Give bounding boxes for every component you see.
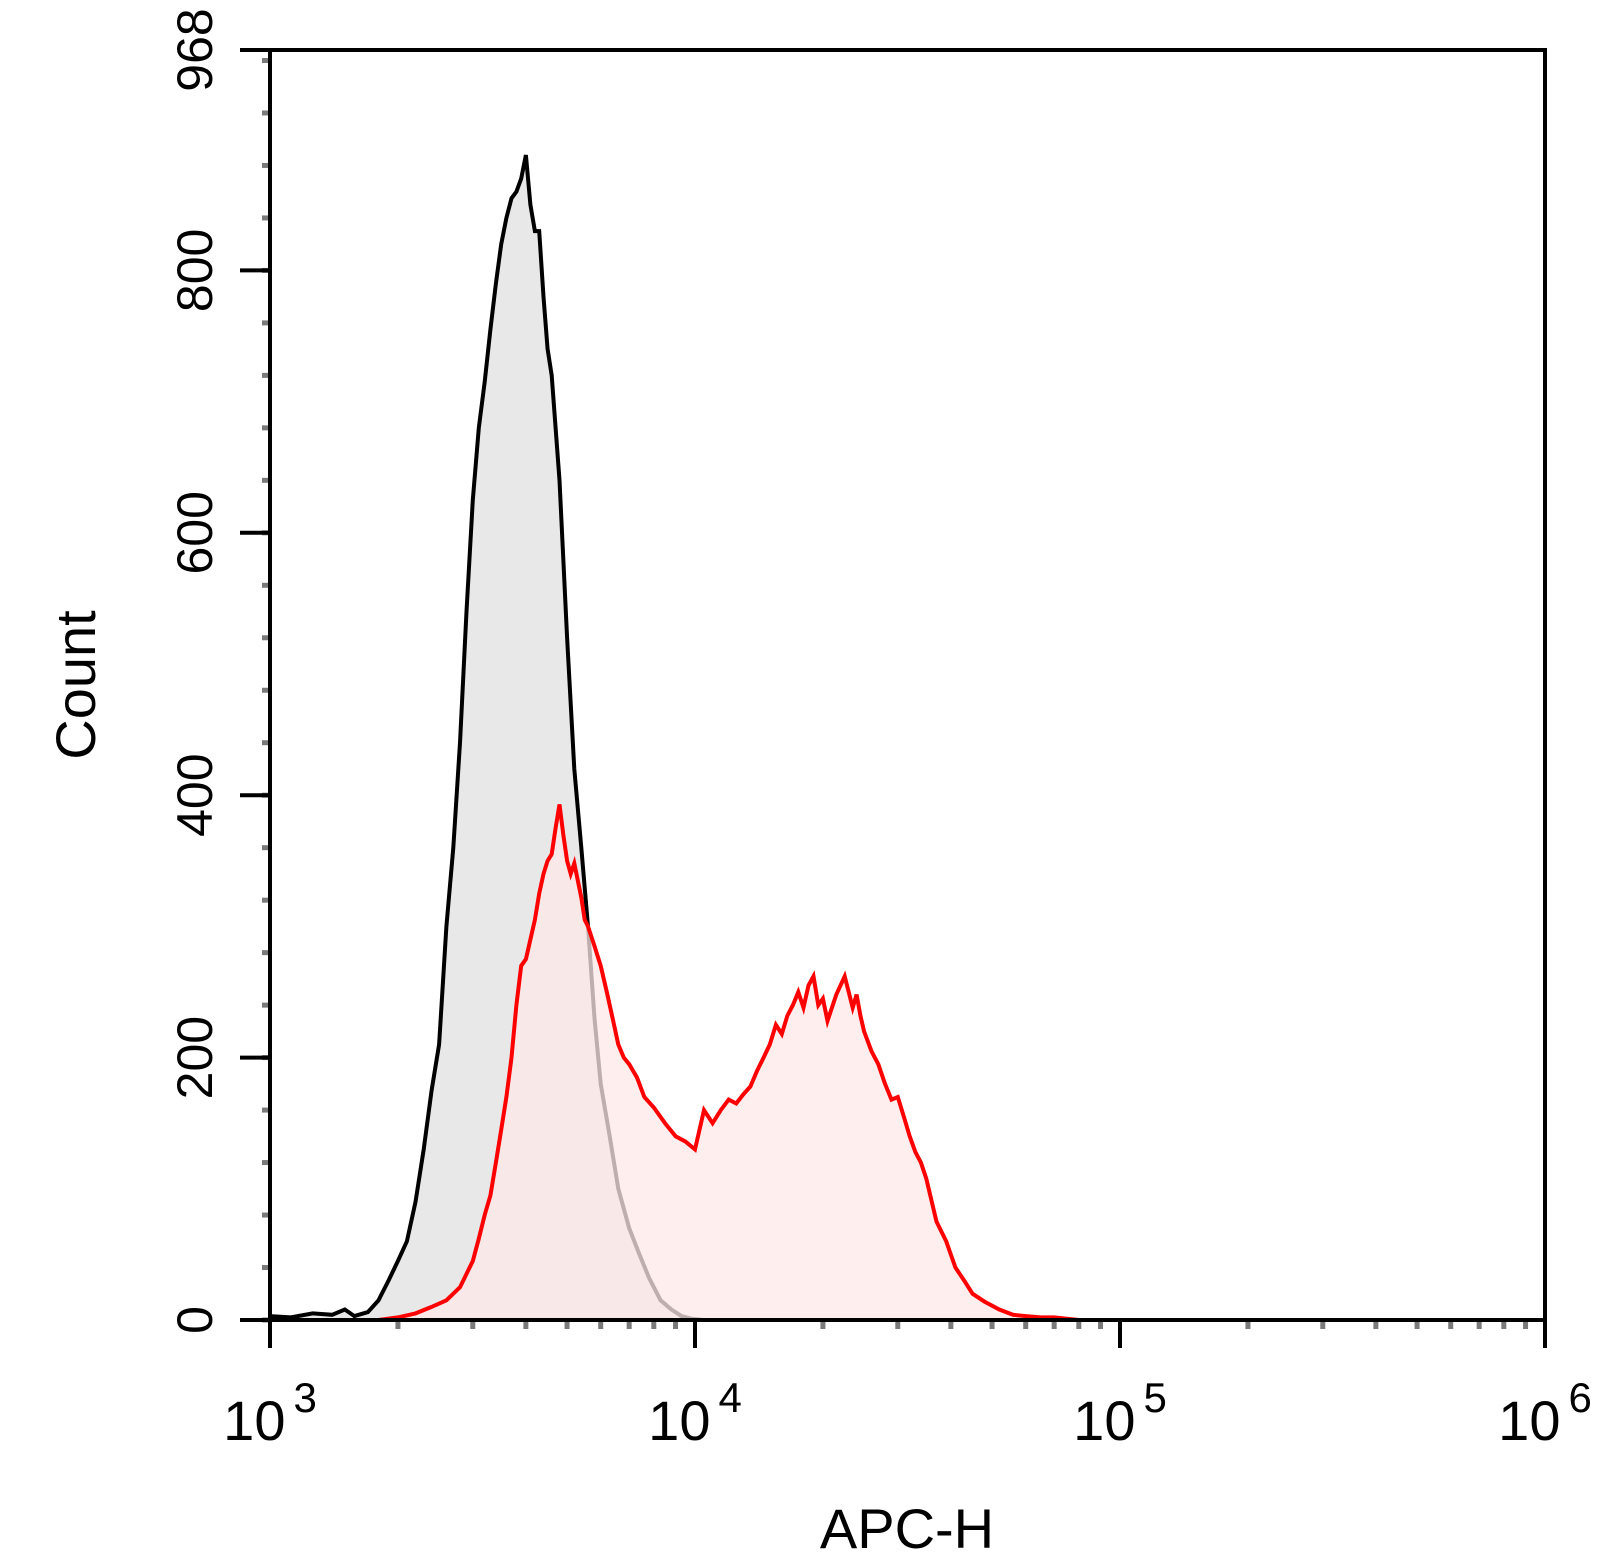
x-tick-label: 10 6 — [1498, 1374, 1592, 1452]
plot-frame — [268, 48, 1547, 1322]
x-axis-label: APC-H — [820, 1497, 994, 1560]
y-tick-label: 968 — [167, 8, 223, 91]
y-axis-label: Count — [44, 610, 107, 760]
label-layer: 0 200 400 600 800 968 10 3 10 4 10 5 10 6 — [167, 8, 1592, 1452]
x-tick-label: 10 5 — [1073, 1374, 1167, 1452]
y-tick-label: 800 — [167, 229, 223, 312]
series-1-area — [270, 155, 729, 1320]
series-2-line — [378, 804, 1080, 1322]
series-layer — [269, 154, 1080, 1322]
series-2-area — [378, 804, 1079, 1320]
y-tick-label: 200 — [167, 1016, 223, 1099]
x-tick-label: 10 3 — [223, 1374, 317, 1452]
y-tick-label: 600 — [167, 491, 223, 574]
y-tick-label: 400 — [167, 753, 223, 836]
x-tick-label: 10 4 — [648, 1374, 742, 1452]
y-tick-label: 0 — [167, 1306, 223, 1334]
